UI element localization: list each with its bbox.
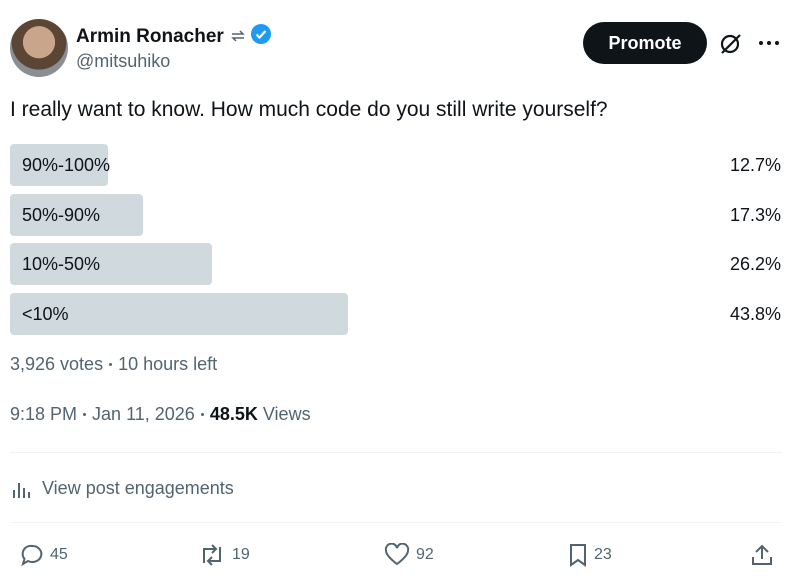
repost-button[interactable]: 19 [198, 543, 250, 567]
bookmark-icon [570, 544, 586, 567]
separator [200, 413, 204, 416]
post-time[interactable]: 9:18 PM [10, 404, 78, 424]
like-icon [384, 543, 410, 566]
affiliate-icon [231, 30, 245, 42]
poll-option-label: <10% [22, 303, 69, 324]
views-label: Views [262, 404, 311, 424]
promote-button[interactable]: Promote [583, 22, 707, 64]
like-button[interactable]: 92 [384, 543, 434, 567]
poll-option-label: 50%-90% [22, 204, 101, 225]
avatar[interactable] [10, 19, 68, 77]
separator [109, 363, 113, 366]
reply-count: 45 [50, 546, 68, 563]
poll-bar [10, 144, 108, 186]
poll-option: 10%-50% 26.2% [10, 243, 781, 285]
poll-option: <10% 43.8% [10, 292, 781, 335]
separator [83, 413, 87, 416]
post-text: I really want to know. How much code do … [10, 98, 608, 121]
author-name-text[interactable]: Armin Ronacher [76, 26, 224, 47]
vote-count: 3,926 votes [10, 354, 104, 374]
poll-option: 50%-90% 17.3% [10, 193, 781, 236]
author-name[interactable]: Armin Ronacher [76, 23, 272, 48]
poll-percentage: 26.2% [729, 254, 781, 274]
repost-count: 19 [232, 546, 250, 563]
divider [10, 522, 782, 523]
poll-bar [10, 243, 212, 285]
poll-meta: 3,926 votes 10 hours left [10, 354, 217, 375]
bookmark-button[interactable]: 23 [568, 543, 612, 567]
engagements-text[interactable]: View post engagements [42, 478, 234, 498]
verified-badge [251, 24, 272, 44]
post-date[interactable]: Jan 11, 2026 [92, 404, 195, 424]
more-menu[interactable] [758, 39, 780, 47]
poll-option: 90%-100% 12.7% [10, 144, 781, 186]
engagements-link[interactable]: View post engagements [12, 478, 234, 499]
poll-percentage: 12.7% [729, 155, 781, 175]
reply-button[interactable]: 45 [20, 543, 68, 567]
poll-bar [10, 292, 348, 335]
poll-percentage: 43.8% [729, 303, 781, 324]
time-left: 10 hours left [118, 354, 218, 374]
grok-icon[interactable] [718, 31, 744, 57]
reply-icon [21, 544, 43, 567]
timestamp-row: 9:18 PM Jan 11, 2026 48.5K Views [10, 404, 311, 425]
author-handle[interactable]: @mitsuhiko [76, 51, 171, 71]
like-count: 92 [416, 546, 434, 563]
poll-percentage: 17.3% [729, 204, 781, 225]
bookmark-count: 23 [594, 546, 612, 563]
poll-option-label: 10%-50% [22, 254, 101, 274]
poll-option-label: 90%-100% [22, 155, 111, 175]
divider [10, 452, 782, 453]
repost-icon [203, 544, 221, 566]
share-button[interactable] [750, 543, 774, 567]
engagements-icon [13, 482, 30, 498]
poll-bar [10, 193, 144, 236]
view-count: 48.5K [209, 404, 258, 424]
